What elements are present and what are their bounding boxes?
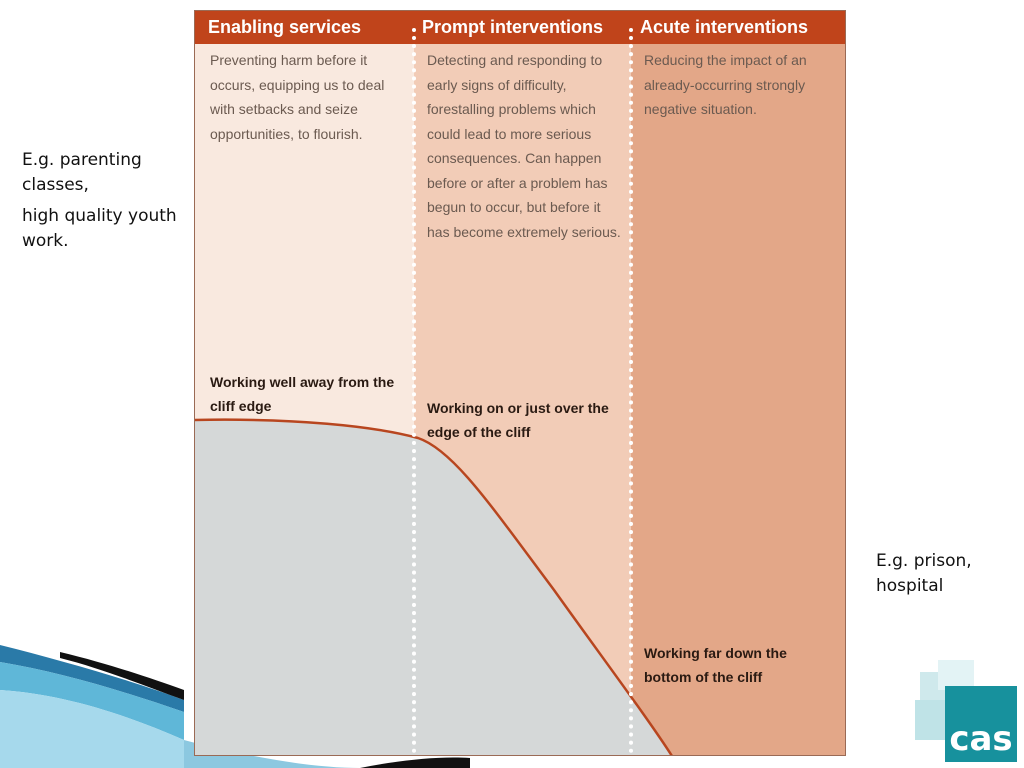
description-enabling: Preventing harm before it occurs, equipp…	[210, 52, 385, 142]
diagram-border	[194, 10, 846, 756]
left-example-note: E.g. parenting classes, high quality you…	[22, 148, 192, 260]
label-bottom-of-cliff: Working far down the bottom of the cliff	[644, 645, 787, 685]
right-example-note: E.g. prison, hospital	[876, 549, 1016, 599]
right-note-text: E.g. prison, hospital	[876, 551, 972, 596]
header-divider-dot-2a	[629, 28, 633, 32]
description-acute: Reducing the impact of an already-occurr…	[644, 52, 807, 117]
column-acute-bg	[631, 44, 846, 756]
header-divider-dot-2b	[629, 36, 633, 40]
label-away-from-edge: Working well away from the cliff edge	[210, 374, 395, 414]
cliff-diagram-graphic	[194, 10, 846, 756]
cliff-edge-line	[194, 418, 674, 756]
left-note-line-2: high quality youth work.	[22, 206, 177, 251]
header-enabling-services: Enabling services	[208, 17, 362, 37]
logo-text: cas	[949, 719, 1013, 759]
cas-logo: cas	[945, 686, 1017, 762]
header-prompt-interventions: Prompt interventions	[422, 17, 604, 37]
header-divider-dot-1a	[412, 28, 416, 32]
description-prompt: Detecting and responding to early signs …	[427, 52, 621, 240]
cliff-ground	[194, 419, 672, 756]
header-divider-dot-1b	[412, 36, 416, 40]
header-bar	[194, 10, 846, 44]
cliff-diagram: Enabling services Prompt interventions A…	[194, 10, 846, 756]
left-note-line-1: E.g. parenting classes,	[22, 150, 142, 195]
label-on-edge: Working on or just over the edge of the …	[427, 400, 609, 440]
header-acute-interventions: Acute interventions	[640, 17, 809, 37]
